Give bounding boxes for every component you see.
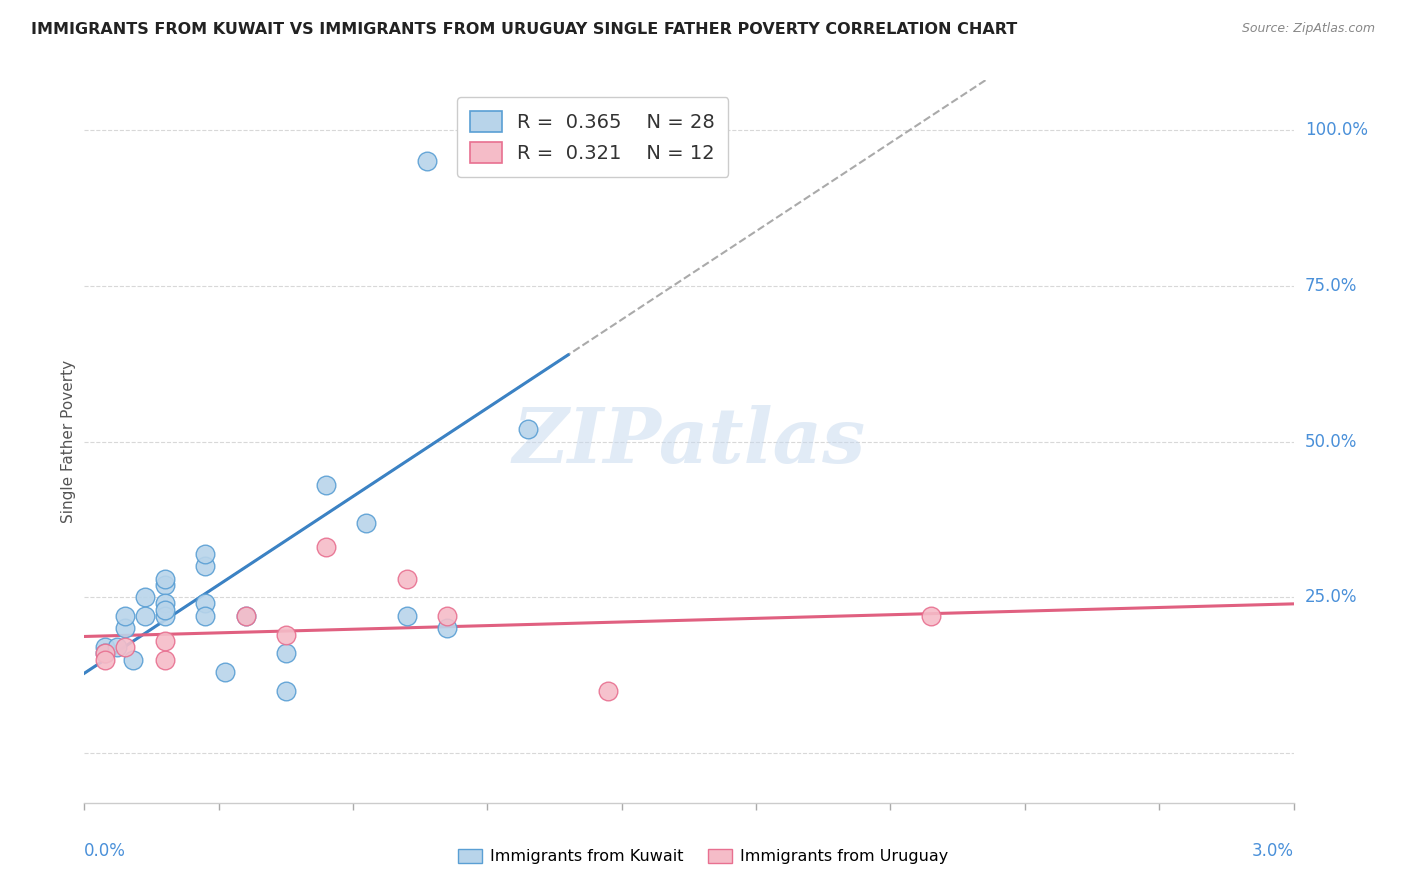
Text: ZIPatlas: ZIPatlas — [512, 405, 866, 478]
Point — [194, 559, 217, 574]
Text: Source: ZipAtlas.com: Source: ZipAtlas.com — [1241, 22, 1375, 36]
Point — [134, 609, 156, 624]
Point — [194, 609, 217, 624]
Point — [114, 621, 136, 635]
Point — [395, 609, 418, 624]
Text: 3.0%: 3.0% — [1251, 842, 1294, 860]
Point — [274, 646, 297, 660]
Point — [516, 422, 538, 436]
Point — [315, 541, 337, 555]
Point — [153, 652, 176, 666]
Point — [235, 609, 257, 624]
Point — [356, 516, 378, 530]
Point — [105, 640, 128, 654]
Point — [395, 572, 418, 586]
Point — [114, 609, 136, 624]
Point — [93, 640, 115, 654]
Point — [194, 547, 217, 561]
Point — [153, 578, 176, 592]
Text: 50.0%: 50.0% — [1305, 433, 1357, 450]
Point — [153, 609, 176, 624]
Point — [274, 683, 297, 698]
Point — [134, 591, 156, 605]
Point — [121, 652, 143, 666]
Point — [436, 609, 458, 624]
Point — [153, 633, 176, 648]
Legend: R =  0.365    N = 28, R =  0.321    N = 12: R = 0.365 N = 28, R = 0.321 N = 12 — [457, 97, 728, 177]
Point — [436, 621, 458, 635]
Point — [153, 597, 176, 611]
Point — [920, 609, 942, 624]
Point — [114, 640, 136, 654]
Point — [93, 652, 115, 666]
Text: 75.0%: 75.0% — [1305, 277, 1357, 295]
Point — [315, 478, 337, 492]
Point — [214, 665, 236, 679]
Y-axis label: Single Father Poverty: Single Father Poverty — [60, 360, 76, 523]
Point — [93, 646, 115, 660]
Legend: Immigrants from Kuwait, Immigrants from Uruguay: Immigrants from Kuwait, Immigrants from … — [451, 842, 955, 871]
Point — [153, 603, 176, 617]
Point — [194, 597, 217, 611]
Text: IMMIGRANTS FROM KUWAIT VS IMMIGRANTS FROM URUGUAY SINGLE FATHER POVERTY CORRELAT: IMMIGRANTS FROM KUWAIT VS IMMIGRANTS FRO… — [31, 22, 1017, 37]
Point — [598, 683, 620, 698]
Point — [235, 609, 257, 624]
Point — [456, 148, 478, 162]
Text: 0.0%: 0.0% — [84, 842, 127, 860]
Point — [153, 572, 176, 586]
Text: 25.0%: 25.0% — [1305, 588, 1357, 607]
Point — [93, 646, 115, 660]
Point — [416, 154, 439, 169]
Text: 100.0%: 100.0% — [1305, 121, 1368, 139]
Point — [274, 627, 297, 641]
